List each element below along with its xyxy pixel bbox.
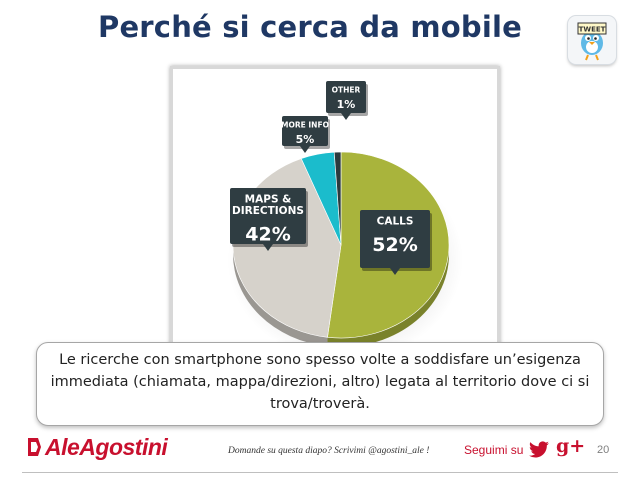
callout-label: MAPS &: [245, 194, 292, 206]
twitter-icon[interactable]: [528, 441, 550, 459]
tweet-bird-icon: TWEET: [568, 16, 616, 64]
callout-more-info: MORE INFO 5%: [281, 116, 330, 153]
callout-maps-directions: MAPS &DIRECTIONS 42%: [230, 188, 308, 251]
follow-label: Seguimi su: [464, 443, 524, 457]
logo-mark-icon: [28, 438, 41, 456]
callout-value: 5%: [296, 133, 315, 146]
logo-text: AleAgostini: [45, 434, 168, 460]
callout-value: 52%: [372, 234, 417, 256]
footer: AleAgostini Domande su questa diapo? Scr…: [0, 430, 638, 479]
callout-label: MORE INFO: [281, 121, 329, 130]
slide-caption: Le ricerche con smartphone sono spesso v…: [50, 352, 590, 412]
page-number: 20: [597, 444, 610, 456]
title-bar: Perché si cerca da mobile TWEET: [0, 0, 638, 64]
google-plus-icon[interactable]: g+: [556, 435, 586, 457]
callout-label: OTHER: [332, 86, 361, 95]
callout-other: OTHER 1%: [326, 81, 368, 120]
pie-slice-other: [333, 151, 342, 246]
callout-label: DIRECTIONS: [232, 205, 304, 217]
callout-calls: CALLS 52%: [360, 210, 432, 275]
tweet-badge-label: TWEET: [579, 26, 606, 34]
pie-chart: CALLS 52% MAPS & DIRECTIONS 42% MORE INFO 5% OT…: [170, 66, 500, 348]
callout-value: 42%: [245, 224, 290, 246]
callout-value: 1%: [337, 98, 356, 111]
slide-title: Perché si cerca da mobile: [97, 10, 522, 44]
aleagostini-logo[interactable]: AleAgostini: [26, 434, 168, 464]
footer-divider: [22, 472, 618, 473]
callout-label: CALLS: [377, 216, 414, 228]
caption-box: Le ricerche con smartphone sono spesso v…: [36, 342, 604, 426]
footer-note: Domande su questa diapo? Scrivimi @agost…: [228, 446, 430, 456]
pie-chart-svg: CALLS 52% MAPS &DIRECTIONS 42% MORE INFO 5% OT…: [227, 81, 463, 348]
